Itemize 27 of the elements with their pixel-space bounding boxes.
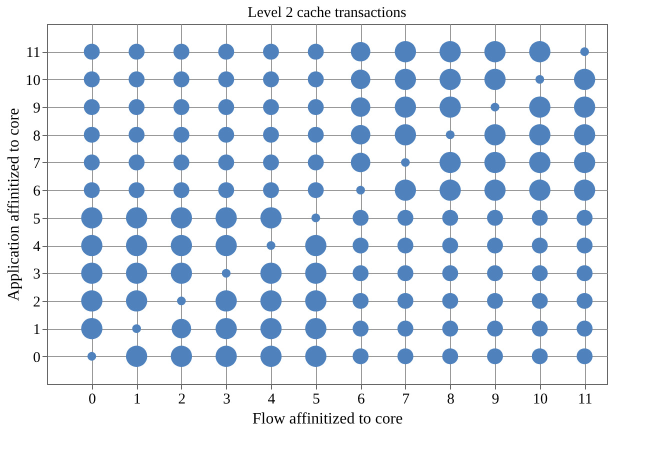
y-tick-label: 11 — [26, 45, 40, 62]
y-tick-label: 10 — [26, 72, 40, 89]
chart-title: Level 2 cache transactions — [248, 5, 406, 21]
x-tick-label: 2 — [178, 392, 186, 408]
y-tick-label: 6 — [33, 184, 41, 200]
x-axis-title: Flow affinitized to core — [252, 410, 403, 428]
y-tick-label: 4 — [33, 239, 41, 256]
y-tick-label: 1 — [33, 322, 40, 338]
x-tick-label: 5 — [312, 392, 320, 408]
x-tick-label: 6 — [357, 392, 366, 408]
x-tick-label: 11 — [578, 392, 592, 408]
x-tick-label: 1 — [133, 392, 141, 408]
x-tick-label: 9 — [492, 392, 500, 408]
y-tick-label: 7 — [33, 156, 41, 172]
x-tick-label: 8 — [446, 392, 454, 408]
y-tick-label: 0 — [33, 350, 40, 366]
x-tick-label: 7 — [402, 392, 410, 408]
y-tick-label: 3 — [33, 266, 40, 283]
y-axis-title: Application affinitized to core — [6, 108, 22, 301]
x-tick-label: 3 — [222, 392, 230, 408]
y-tick-label: 8 — [33, 128, 40, 144]
y-tick-label: 2 — [33, 294, 40, 310]
x-tick-label: 4 — [268, 392, 276, 408]
x-tick-label: 10 — [532, 392, 548, 408]
y-tick-label: 9 — [33, 100, 40, 117]
y-tick-label: 5 — [33, 211, 40, 228]
x-tick-label: 0 — [88, 392, 96, 408]
